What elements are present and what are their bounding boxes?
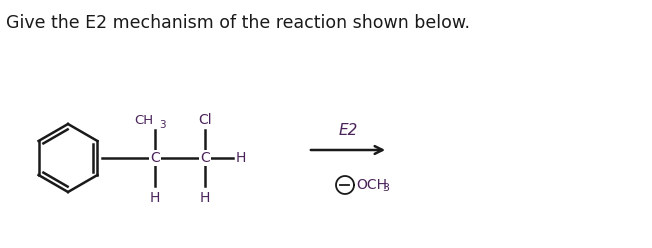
Text: Cl: Cl	[198, 113, 212, 127]
Text: 3: 3	[382, 183, 389, 193]
Text: C: C	[200, 151, 210, 165]
Text: OCH: OCH	[356, 178, 387, 192]
Text: C: C	[150, 151, 160, 165]
Text: Give the E2 mechanism of the reaction shown below.: Give the E2 mechanism of the reaction sh…	[6, 14, 470, 32]
Text: 3: 3	[158, 120, 166, 130]
Text: CH: CH	[134, 114, 153, 127]
Text: H: H	[200, 191, 210, 205]
Text: E2: E2	[338, 123, 358, 138]
Text: H: H	[236, 151, 246, 165]
Text: H: H	[150, 191, 160, 205]
